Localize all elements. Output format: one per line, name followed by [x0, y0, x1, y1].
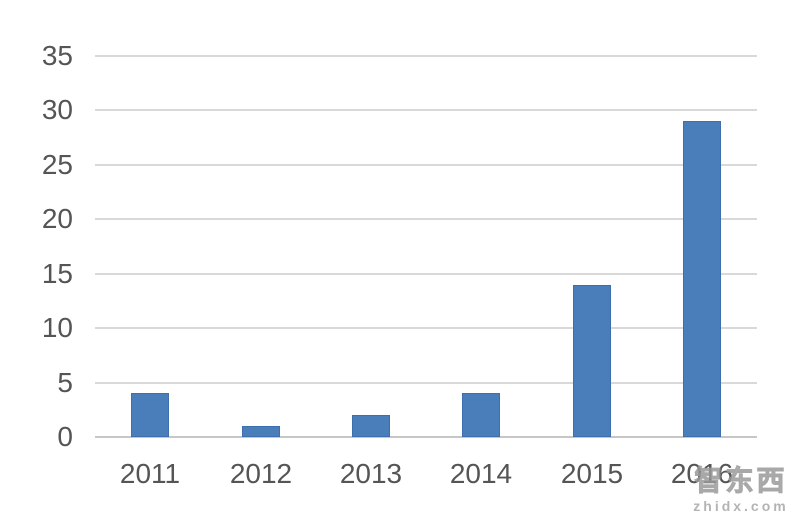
x-tick-label-2014: 2014	[449, 458, 513, 489]
gridline-15	[95, 273, 757, 275]
bar-2014	[462, 393, 500, 437]
bar-2011	[131, 393, 169, 437]
gridline-35	[95, 55, 757, 57]
bar-2012	[242, 426, 280, 437]
gridline-10	[95, 327, 757, 329]
y-tick-label-20: 20	[41, 203, 73, 234]
x-tick-label-2016: 2016	[670, 458, 734, 489]
x-tick-label-2012: 2012	[229, 458, 293, 489]
watermark-site-url: zhidx.com	[693, 497, 789, 514]
y-tick-label-15: 15	[41, 258, 73, 289]
y-tick-label-30: 30	[41, 94, 73, 125]
y-tick-label-5: 5	[57, 367, 73, 398]
y-tick-label-25: 25	[41, 149, 73, 180]
watermark: 智东西 zhidx.com	[685, 465, 797, 514]
gridline-5	[95, 382, 757, 384]
bar-2015	[573, 285, 611, 437]
bar-2016	[683, 121, 721, 437]
x-tick-label-2015: 2015	[560, 458, 624, 489]
x-axis-line	[95, 436, 757, 438]
y-tick-label-0: 0	[57, 421, 73, 452]
gridline-20	[95, 218, 757, 220]
gridline-25	[95, 164, 757, 166]
y-tick-label-10: 10	[41, 312, 73, 343]
y-tick-label-35: 35	[41, 40, 73, 71]
watermark-logo-text: 智东西	[694, 465, 788, 497]
x-tick-label-2011: 2011	[119, 458, 181, 489]
bar-2013	[352, 415, 390, 437]
gridline-30	[95, 109, 757, 111]
x-tick-label-2013: 2013	[339, 458, 403, 489]
